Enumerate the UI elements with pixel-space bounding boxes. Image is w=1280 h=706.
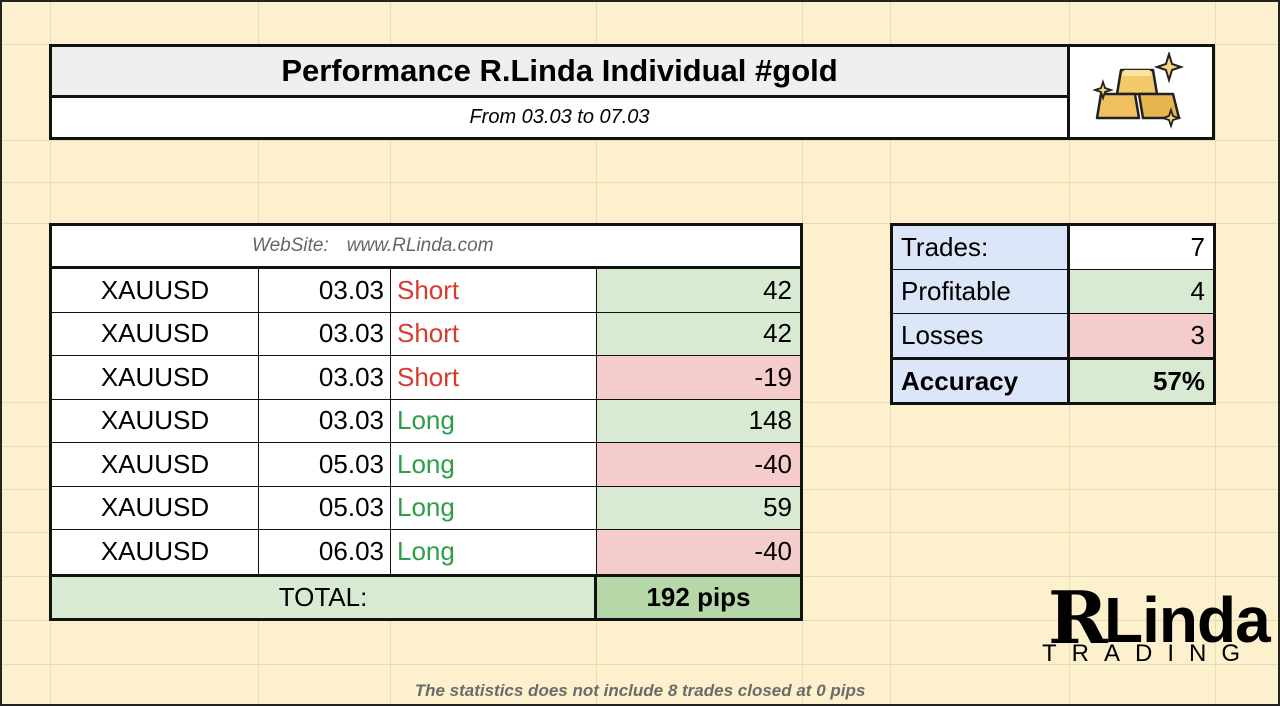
stats-table: Trades: 7 Profitable 4 Losses 3 Accuracy… bbox=[890, 223, 1216, 405]
table-row: XAUUSD 05.03 Long -40 bbox=[52, 443, 800, 487]
symbol-cell: XAUUSD bbox=[52, 269, 259, 312]
gold-bars-icon bbox=[1070, 47, 1212, 137]
pips-cell: 42 bbox=[597, 269, 800, 312]
accuracy-value: 57% bbox=[1070, 360, 1213, 402]
stats-row-accuracy: Accuracy 57% bbox=[893, 358, 1213, 402]
direction-cell: Short bbox=[391, 356, 597, 399]
pips-cell: -40 bbox=[597, 443, 800, 486]
stats-row-profitable: Profitable 4 bbox=[893, 270, 1213, 314]
trade-rows: XAUUSD 03.03 Short 42 XAUUSD 03.03 Short 42 XAUU… bbox=[52, 269, 800, 574]
pips-cell: -19 bbox=[597, 356, 800, 399]
table-row: XAUUSD 03.03 Short 42 bbox=[52, 269, 800, 313]
report-header: Performance R.Linda Individual #gold Fro… bbox=[49, 44, 1215, 140]
website-row: WebSite: www.RLinda.com bbox=[52, 226, 800, 269]
date-cell: 03.03 bbox=[259, 399, 391, 442]
pips-cell: 59 bbox=[597, 486, 800, 529]
pips-cell: -40 bbox=[597, 530, 800, 574]
direction-cell: Short bbox=[391, 269, 597, 312]
stats-row-losses: Losses 3 bbox=[893, 314, 1213, 358]
total-label: TOTAL: bbox=[52, 576, 597, 618]
date-cell: 05.03 bbox=[259, 486, 391, 529]
logo-trading: TRADING bbox=[1042, 640, 1255, 667]
date-cell: 03.03 bbox=[259, 269, 391, 312]
losses-label: Losses bbox=[893, 314, 1070, 357]
date-cell: 05.03 bbox=[259, 443, 391, 486]
pips-cell: 42 bbox=[597, 312, 800, 355]
table-row: XAUUSD 03.03 Short -19 bbox=[52, 356, 800, 400]
table-row: XAUUSD 03.03 Long 148 bbox=[52, 399, 800, 443]
symbol-cell: XAUUSD bbox=[52, 356, 259, 399]
table-row: XAUUSD 05.03 Long 59 bbox=[52, 486, 800, 530]
website-link[interactable]: www.RLinda.com bbox=[346, 235, 494, 256]
direction-cell: Long bbox=[391, 399, 597, 442]
direction-cell: Long bbox=[391, 443, 597, 486]
direction-cell: Long bbox=[391, 530, 597, 574]
logo-linda: Linda bbox=[1104, 584, 1271, 656]
losses-value: 3 bbox=[1070, 314, 1213, 357]
total-row: TOTAL: 192 pips bbox=[52, 573, 800, 618]
trades-table: WebSite: www.RLinda.com XAUUSD 03.03 Short… bbox=[49, 223, 803, 621]
profitable-label: Profitable bbox=[893, 270, 1070, 313]
symbol-cell: XAUUSD bbox=[52, 399, 259, 442]
symbol-cell: XAUUSD bbox=[52, 312, 259, 355]
total-value: 192 pips bbox=[597, 576, 800, 618]
date-cell: 06.03 bbox=[259, 530, 391, 574]
logo-r: R bbox=[1048, 575, 1108, 660]
symbol-cell: XAUUSD bbox=[52, 443, 259, 486]
direction-cell: Long bbox=[391, 486, 597, 529]
pips-cell: 148 bbox=[597, 399, 800, 442]
date-cell: 03.03 bbox=[259, 356, 391, 399]
symbol-cell: XAUUSD bbox=[52, 530, 259, 574]
stats-row-trades: Trades: 7 bbox=[893, 226, 1213, 270]
table-row: XAUUSD 06.03 Long -40 bbox=[52, 530, 800, 574]
accuracy-label: Accuracy bbox=[893, 360, 1070, 402]
date-cell: 03.03 bbox=[259, 312, 391, 355]
rlinda-trading-logo: R Linda TRADING bbox=[1042, 575, 1271, 672]
table-row: XAUUSD 03.03 Short 42 bbox=[52, 312, 800, 356]
symbol-cell: XAUUSD bbox=[52, 486, 259, 529]
date-range: From 03.03 to 07.03 bbox=[52, 98, 1070, 137]
trades-value: 7 bbox=[1190, 232, 1205, 262]
trades-label: Trades: bbox=[893, 226, 1070, 269]
website-label: WebSite: bbox=[252, 235, 329, 256]
page-title: Performance R.Linda Individual #gold bbox=[52, 47, 1070, 98]
direction-cell: Short bbox=[391, 312, 597, 355]
footnote: The statistics does not include 8 trades… bbox=[414, 681, 866, 700]
profitable-value: 4 bbox=[1070, 270, 1213, 313]
